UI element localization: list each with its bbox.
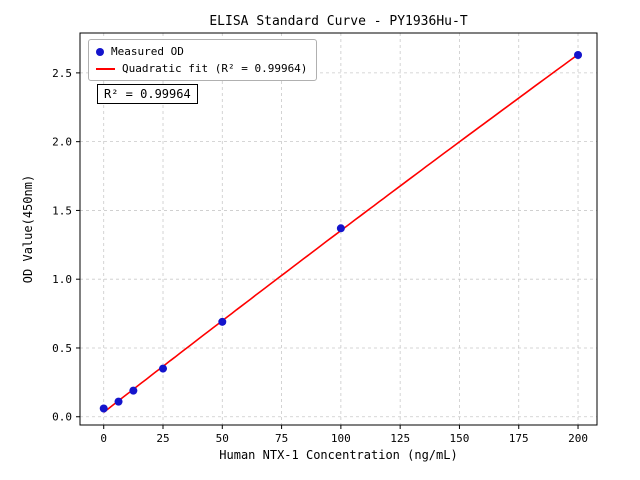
legend-label-measured-od: Measured OD [111, 45, 184, 58]
svg-text:0.0: 0.0 [52, 411, 72, 424]
svg-text:200: 200 [568, 432, 588, 445]
svg-text:1.0: 1.0 [52, 273, 72, 286]
svg-text:2.0: 2.0 [52, 136, 72, 149]
y-axis-label: OD Value(450nm) [21, 174, 35, 284]
svg-text:175: 175 [509, 432, 529, 445]
svg-text:2.5: 2.5 [52, 67, 72, 80]
svg-text:75: 75 [275, 432, 288, 445]
svg-text:125: 125 [390, 432, 410, 445]
chart-title: ELISA Standard Curve - PY1936Hu-T [209, 14, 468, 29]
x-axis-label: Human NTX-1 Concentration (ng/mL) [219, 448, 458, 462]
legend-item-measured-od: Measured OD [96, 45, 307, 58]
r-squared-annotation: R² = 0.99964 [97, 84, 198, 104]
svg-text:150: 150 [450, 432, 470, 445]
line-marker-icon [96, 67, 115, 70]
svg-text:0.5: 0.5 [52, 342, 72, 355]
legend-label-quadratic-fit: Quadratic fit (R² = 0.99964) [122, 62, 308, 75]
legend-item-quadratic-fit: Quadratic fit (R² = 0.99964) [96, 62, 307, 75]
svg-text:25: 25 [156, 432, 169, 445]
legend: Measured OD Quadratic fit (R² = 0.99964) [88, 39, 318, 81]
svg-text:50: 50 [216, 432, 229, 445]
svg-text:100: 100 [331, 432, 351, 445]
scatter-marker-icon [96, 47, 104, 56]
svg-text:1.5: 1.5 [52, 204, 72, 217]
svg-text:0: 0 [100, 432, 107, 445]
